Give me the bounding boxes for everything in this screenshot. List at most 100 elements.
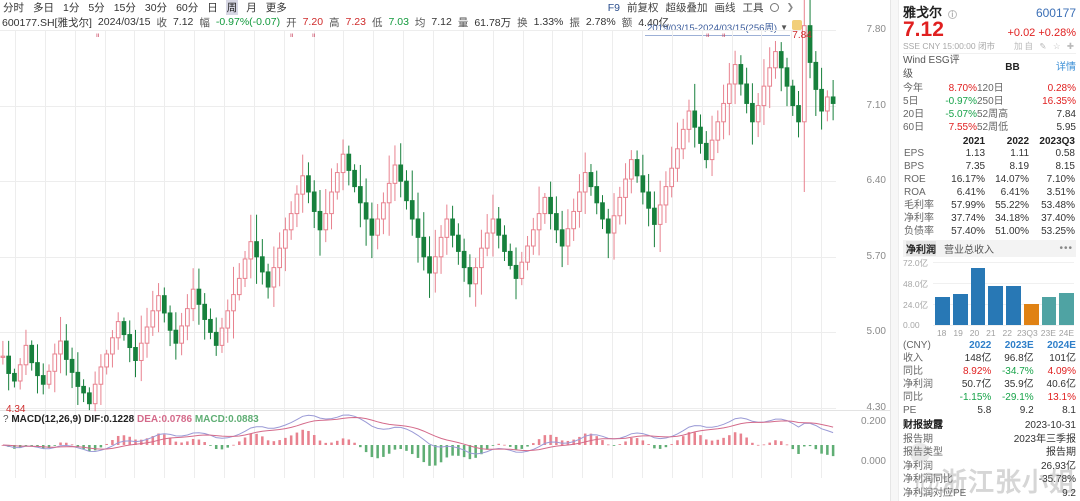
macd-area[interactable] [0,412,890,478]
exchange-time: SSE CNY 15:00:00 闭市 [903,40,995,52]
fin-row-label: 负债率 [904,226,934,237]
macd-series [1,414,835,466]
perf-label: 120日 [977,83,1004,94]
timeframe-多日[interactable]: 多日 [33,2,54,14]
market-status: 闭市 [978,41,996,51]
price-change: +0.02 +0.28% [1007,27,1076,41]
chevron-down-icon: ▼ [780,22,788,32]
perf-label: 60日 [903,122,925,133]
fin-col-header: 2021 [962,136,986,147]
price-tick: 7.10 [866,99,886,111]
gridline-v [194,30,195,478]
macd-dea-value: 0.0786 [161,414,193,425]
event-marker[interactable]: ᑊᑊ [290,32,294,42]
gridline-h [0,181,836,183]
timeframe-30分[interactable]: 30分 [144,2,168,14]
fin-row-label: EPS [904,148,925,159]
date-range-text: 2019/03/15-2024/03/15(256周) [647,23,778,34]
range-lock-icon[interactable] [792,20,802,30]
est-cell: 8.1 [1062,405,1076,416]
fin-col-header [903,136,942,147]
bar [1006,286,1021,325]
bar-column [935,262,950,325]
tool-前复权[interactable]: 前复权 [626,2,659,14]
gridline-v [732,30,733,478]
candlestick-area[interactable] [0,0,890,412]
perf-value: 5.95 [1056,122,1076,133]
report-row: 净利润同比 -35.78% [903,473,1076,487]
quote-amount: 4.40亿 [638,16,670,29]
metric-tab-营业总收入[interactable]: 营业总收入 [944,245,994,256]
tool-工具[interactable]: 工具 [742,2,764,14]
fin-cell: 37.40% [1041,213,1075,224]
timeframe-月[interactable]: 月 [246,2,257,14]
quote-amp-label: 振 [569,16,580,29]
gridline-h [0,105,836,107]
date-range-selector[interactable]: 2019/03/15-2024/03/15(256周) ▼ [645,20,790,36]
est-cell: -29.1% [1001,392,1034,403]
quote-close: 7.12 [172,16,194,28]
perf-label: 5日 [903,96,919,107]
quote-close-label: 收 [156,16,167,29]
chart-tools-toolbar[interactable]: F9 前复权 超级叠加 画线 工具 ❯ [607,1,794,15]
gear-icon[interactable] [770,3,780,12]
timeframe-toolbar[interactable]: 分时 多日 1分 5分 15分 30分 60分日周月更多 [2,0,288,15]
macd-tick: 0.000 [860,456,886,467]
perf-label: 52周低 [977,122,1009,133]
timeframe-日[interactable]: 日 [207,2,218,14]
timeframe-更多[interactable]: 更多 [265,2,287,14]
report-value: 26.93亿 [1040,460,1076,472]
metric-more-icon[interactable]: ••• [1059,243,1073,254]
chevron-right-icon[interactable]: ❯ [786,2,794,12]
quote-open-label: 开 [286,16,297,29]
info-icon[interactable]: i [947,10,957,19]
timeframe-分时[interactable]: 分时 [3,2,24,14]
bar-gridline [933,325,1074,326]
gridline-v [433,30,434,478]
fin-cell: 8.15 [1055,161,1075,172]
timeframe-15分[interactable]: 15分 [113,2,136,14]
quote-code[interactable]: 600177.SH[雅戈尔] [2,16,92,29]
table-row: 毛利率 57.99% 55.22% 53.48% [903,199,1076,212]
est-cell: 8.92% [962,366,992,377]
macd-help-icon[interactable]: ? [3,414,9,425]
trough-price-label: 4.34 [6,404,26,416]
perf-value: -0.97% [945,96,977,107]
performance-grid: 今年 8.70% 120日 0.28% 5日 -0.97% 250日 16.35% 20日 -5.… [903,82,1076,134]
event-marker[interactable]: ᑊᑊ [96,32,100,42]
tool-超级叠加[interactable]: 超级叠加 [665,2,708,14]
gridline-v [314,30,315,478]
fin-col-header: 2022 [1006,136,1030,147]
report-row: 净利润对应PE 9.2 [903,487,1076,501]
quote-amount-label: 额 [621,16,633,29]
event-marker[interactable]: ᑊᑊ [312,32,316,42]
bar [1059,292,1074,325]
metric-tab-净利润[interactable]: 净利润 [906,241,936,256]
est-row-label: 净利润 [903,379,933,390]
bar-x-tick: 18 [936,328,947,338]
esg-detail-link[interactable]: 详情 [1056,62,1076,73]
tool-画线[interactable]: 画线 [714,2,736,14]
timeframe-60分[interactable]: 60分 [176,2,199,14]
tool-F9[interactable]: F9 [607,1,620,14]
event-marker[interactable]: ᑊᑊ [706,32,710,42]
esg-label: Wind ESG评级 [903,55,960,80]
timeframe-1分[interactable]: 1分 [63,2,80,14]
event-marker[interactable]: ᑊᑊ [722,32,726,42]
table-row: 净利率 37.74% 34.18% 37.40% [903,212,1076,225]
metric-tabs[interactable]: 净利润 营业总收入 ••• [903,240,1076,257]
timeframe-5分[interactable]: 5分 [88,2,105,14]
report-title: 财报披露 [903,420,943,431]
fin-cell: 57.99% [951,200,986,211]
price-plot[interactable]: 7.80 7.10 6.40 5.70 5.00 4.30 0.200 0.000 7.84 … [0,0,890,478]
quote-date: 2024/03/15 [97,16,151,28]
fin-row-label: 毛利率 [904,200,934,211]
perf-value: 7.84 [1056,109,1076,120]
fin-row-label: ROA [904,187,926,198]
fin-cell: 57.40% [951,226,986,237]
panel-action-icons[interactable]: 加自 ✎ ☆ ✚ [1014,41,1076,51]
timeframe-周[interactable]: 周 [225,0,239,15]
bar-chart-plot [935,262,1074,325]
fin-cell: 14.07% [995,174,1030,185]
panel-side-strip[interactable] [891,0,899,501]
